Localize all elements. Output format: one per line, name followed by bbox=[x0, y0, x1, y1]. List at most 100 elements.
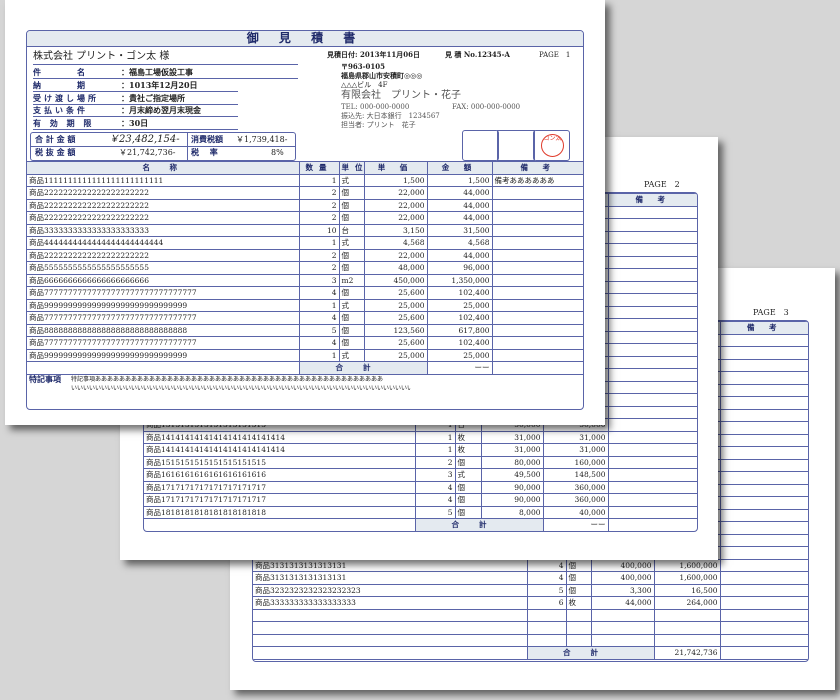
remarks-cell bbox=[719, 446, 808, 460]
column-header: 備 考 bbox=[719, 321, 808, 335]
remarks-cell bbox=[719, 621, 808, 635]
unit-price-cell: 22,000 bbox=[363, 186, 428, 200]
subtotal-value: ￥21,742,736- bbox=[119, 148, 176, 157]
item-name-cell: 商品77777777777777777777777777777777 bbox=[27, 336, 300, 350]
item-name-cell: 商品1717171717171717171717 bbox=[144, 480, 416, 494]
unit-price-cell: 25,600 bbox=[363, 311, 428, 325]
table-row bbox=[253, 621, 808, 635]
issuer-building: △△△ビル 4F bbox=[341, 81, 388, 89]
amount-cell: 102,400 bbox=[426, 286, 493, 300]
field-row: 受け渡し場所 ：貴社ご指定場所 bbox=[33, 93, 238, 105]
remarks-cell bbox=[491, 198, 583, 212]
remarks-cell bbox=[719, 558, 808, 572]
unit-cell: 個 bbox=[565, 571, 592, 585]
unit-cell: 個 bbox=[454, 480, 482, 494]
unit-cell: 枚 bbox=[454, 430, 482, 444]
table-row: 商品77777777777777777777777777777777 4 個 25,6… bbox=[27, 311, 583, 325]
quantity-cell: 2 bbox=[298, 198, 340, 212]
remarks-cell bbox=[719, 433, 808, 447]
remarks-cell bbox=[491, 273, 583, 287]
issuer-company: 有限会社 プリント・花子 bbox=[341, 90, 461, 101]
total-label: 合計 bbox=[414, 518, 544, 531]
field-value: ：月末締め翌月末現金 bbox=[121, 105, 201, 116]
unit-cell: 個 bbox=[338, 248, 365, 262]
field-row: 支払い条件 ：月末締め翌月末現金 bbox=[33, 105, 238, 118]
item-name-cell: 商品1717171717171717171717 bbox=[144, 493, 416, 507]
unit-price-cell: 90,000 bbox=[480, 493, 544, 507]
unit-price-cell: 49,500 bbox=[480, 468, 544, 482]
amount-cell: 44,000 bbox=[426, 248, 493, 262]
remarks-cell bbox=[607, 430, 697, 444]
amount-cell: 40,000 bbox=[542, 505, 609, 519]
quantity-cell: 2 bbox=[414, 455, 456, 469]
approval-stamp-box-3: ゴン太 bbox=[533, 130, 570, 161]
rate-label: 税 率 bbox=[191, 147, 218, 157]
field-row: 有 効 期 限 ：30日 bbox=[33, 118, 238, 131]
remarks-cell bbox=[719, 483, 808, 497]
item-name-cell: 商品888888888888888888888888888888 bbox=[27, 323, 300, 337]
column-header: 単位 bbox=[338, 161, 365, 175]
item-name-cell: 商品2222222222222222222222 bbox=[27, 198, 300, 212]
remarks-cell bbox=[719, 358, 808, 372]
blank-cell bbox=[719, 646, 808, 660]
remarks-cell bbox=[607, 380, 697, 394]
quantity-cell: 4 bbox=[298, 311, 340, 325]
remarks-cell bbox=[719, 521, 808, 535]
unit-price-cell: 25,000 bbox=[363, 348, 428, 362]
summary-box: 合 計 金 額 ￥23,482,154- 消費税額 ￥1,739,418- 税 … bbox=[30, 132, 296, 161]
item-name-cell: 商品3131313131313131 bbox=[253, 558, 528, 572]
remarks-cell bbox=[607, 368, 697, 382]
remarks-cell bbox=[607, 243, 697, 257]
quantity-cell: 2 bbox=[298, 211, 340, 225]
column-header: 金 額 bbox=[426, 161, 493, 175]
approval-stamp-box-2 bbox=[497, 130, 535, 161]
remarks-cell bbox=[719, 346, 808, 360]
remarks-cell bbox=[607, 205, 697, 219]
unit-price-cell: 22,000 bbox=[363, 198, 428, 212]
field-value: ：福島工場仮設工事 bbox=[121, 67, 193, 77]
quantity-cell: 5 bbox=[414, 505, 456, 519]
document-title: 御 見 積 書 bbox=[27, 31, 583, 47]
item-name-cell: 商品1616161616161616161616 bbox=[144, 468, 416, 482]
total-label: 合 計 金 額 bbox=[35, 134, 76, 144]
field-value: ：貴社ご指定場所 bbox=[121, 92, 185, 103]
amount-cell: 102,400 bbox=[426, 336, 493, 350]
item-name-cell: 商品2222222222222222222222 bbox=[27, 248, 300, 262]
amount-cell: 44,000 bbox=[426, 198, 493, 212]
quantity-cell: 2 bbox=[298, 248, 340, 262]
amount-cell: 4,568 bbox=[426, 236, 493, 250]
blank-cell bbox=[607, 518, 697, 531]
remarks-cell bbox=[719, 583, 808, 597]
table-row: 商品14141414141414141414141414 1 枚 31,000 31,0… bbox=[144, 430, 697, 444]
approval-stamp-box-1 bbox=[462, 130, 499, 161]
remarks-cell bbox=[491, 336, 583, 350]
unit-cell: 個 bbox=[338, 311, 365, 325]
quantity-cell: 1 bbox=[414, 443, 456, 457]
remarks-cell bbox=[719, 458, 808, 472]
tax-label: 消費税額 bbox=[191, 134, 223, 144]
blank-cell bbox=[27, 361, 300, 375]
item-name-cell bbox=[253, 608, 528, 622]
quantity-cell bbox=[526, 633, 567, 647]
table-row: 商品1717171717171717171717 4 個 90,000 360,000 bbox=[144, 480, 697, 494]
item-name-cell: 商品999999999999999999999999999999 bbox=[27, 298, 300, 312]
field-row: 件 名 ：福島工場仮設工事 bbox=[33, 67, 298, 79]
unit-price-cell: 3,300 bbox=[590, 583, 655, 597]
table-row: 商品77777777777777777777777777777777 4 個 25,6… bbox=[27, 336, 583, 350]
table-row: 商品6666666666666666666666 3 m2 450,000 1,350,… bbox=[27, 273, 583, 287]
column-header: 名 称 bbox=[27, 161, 300, 175]
remarks-cell bbox=[607, 493, 697, 507]
quantity-cell: 4 bbox=[414, 480, 456, 494]
unit-price-cell bbox=[590, 633, 655, 647]
unit-price-cell: 450,000 bbox=[363, 273, 428, 287]
table-row: 商品3333333333333333333333 10 台 3,150 31,500 bbox=[27, 223, 583, 237]
unit-price-cell: 22,000 bbox=[363, 211, 428, 225]
unit-cell bbox=[565, 633, 592, 647]
remarks-cell bbox=[607, 505, 697, 519]
remarks-cell bbox=[491, 236, 583, 250]
remarks-cell: 備考ああああああ bbox=[491, 173, 583, 187]
remarks-cell bbox=[719, 496, 808, 510]
quantity-cell: 2 bbox=[298, 186, 340, 200]
remarks-cell bbox=[607, 255, 697, 269]
issuer-bank: 振込先: 大日本銀行 1234567 bbox=[341, 112, 440, 120]
